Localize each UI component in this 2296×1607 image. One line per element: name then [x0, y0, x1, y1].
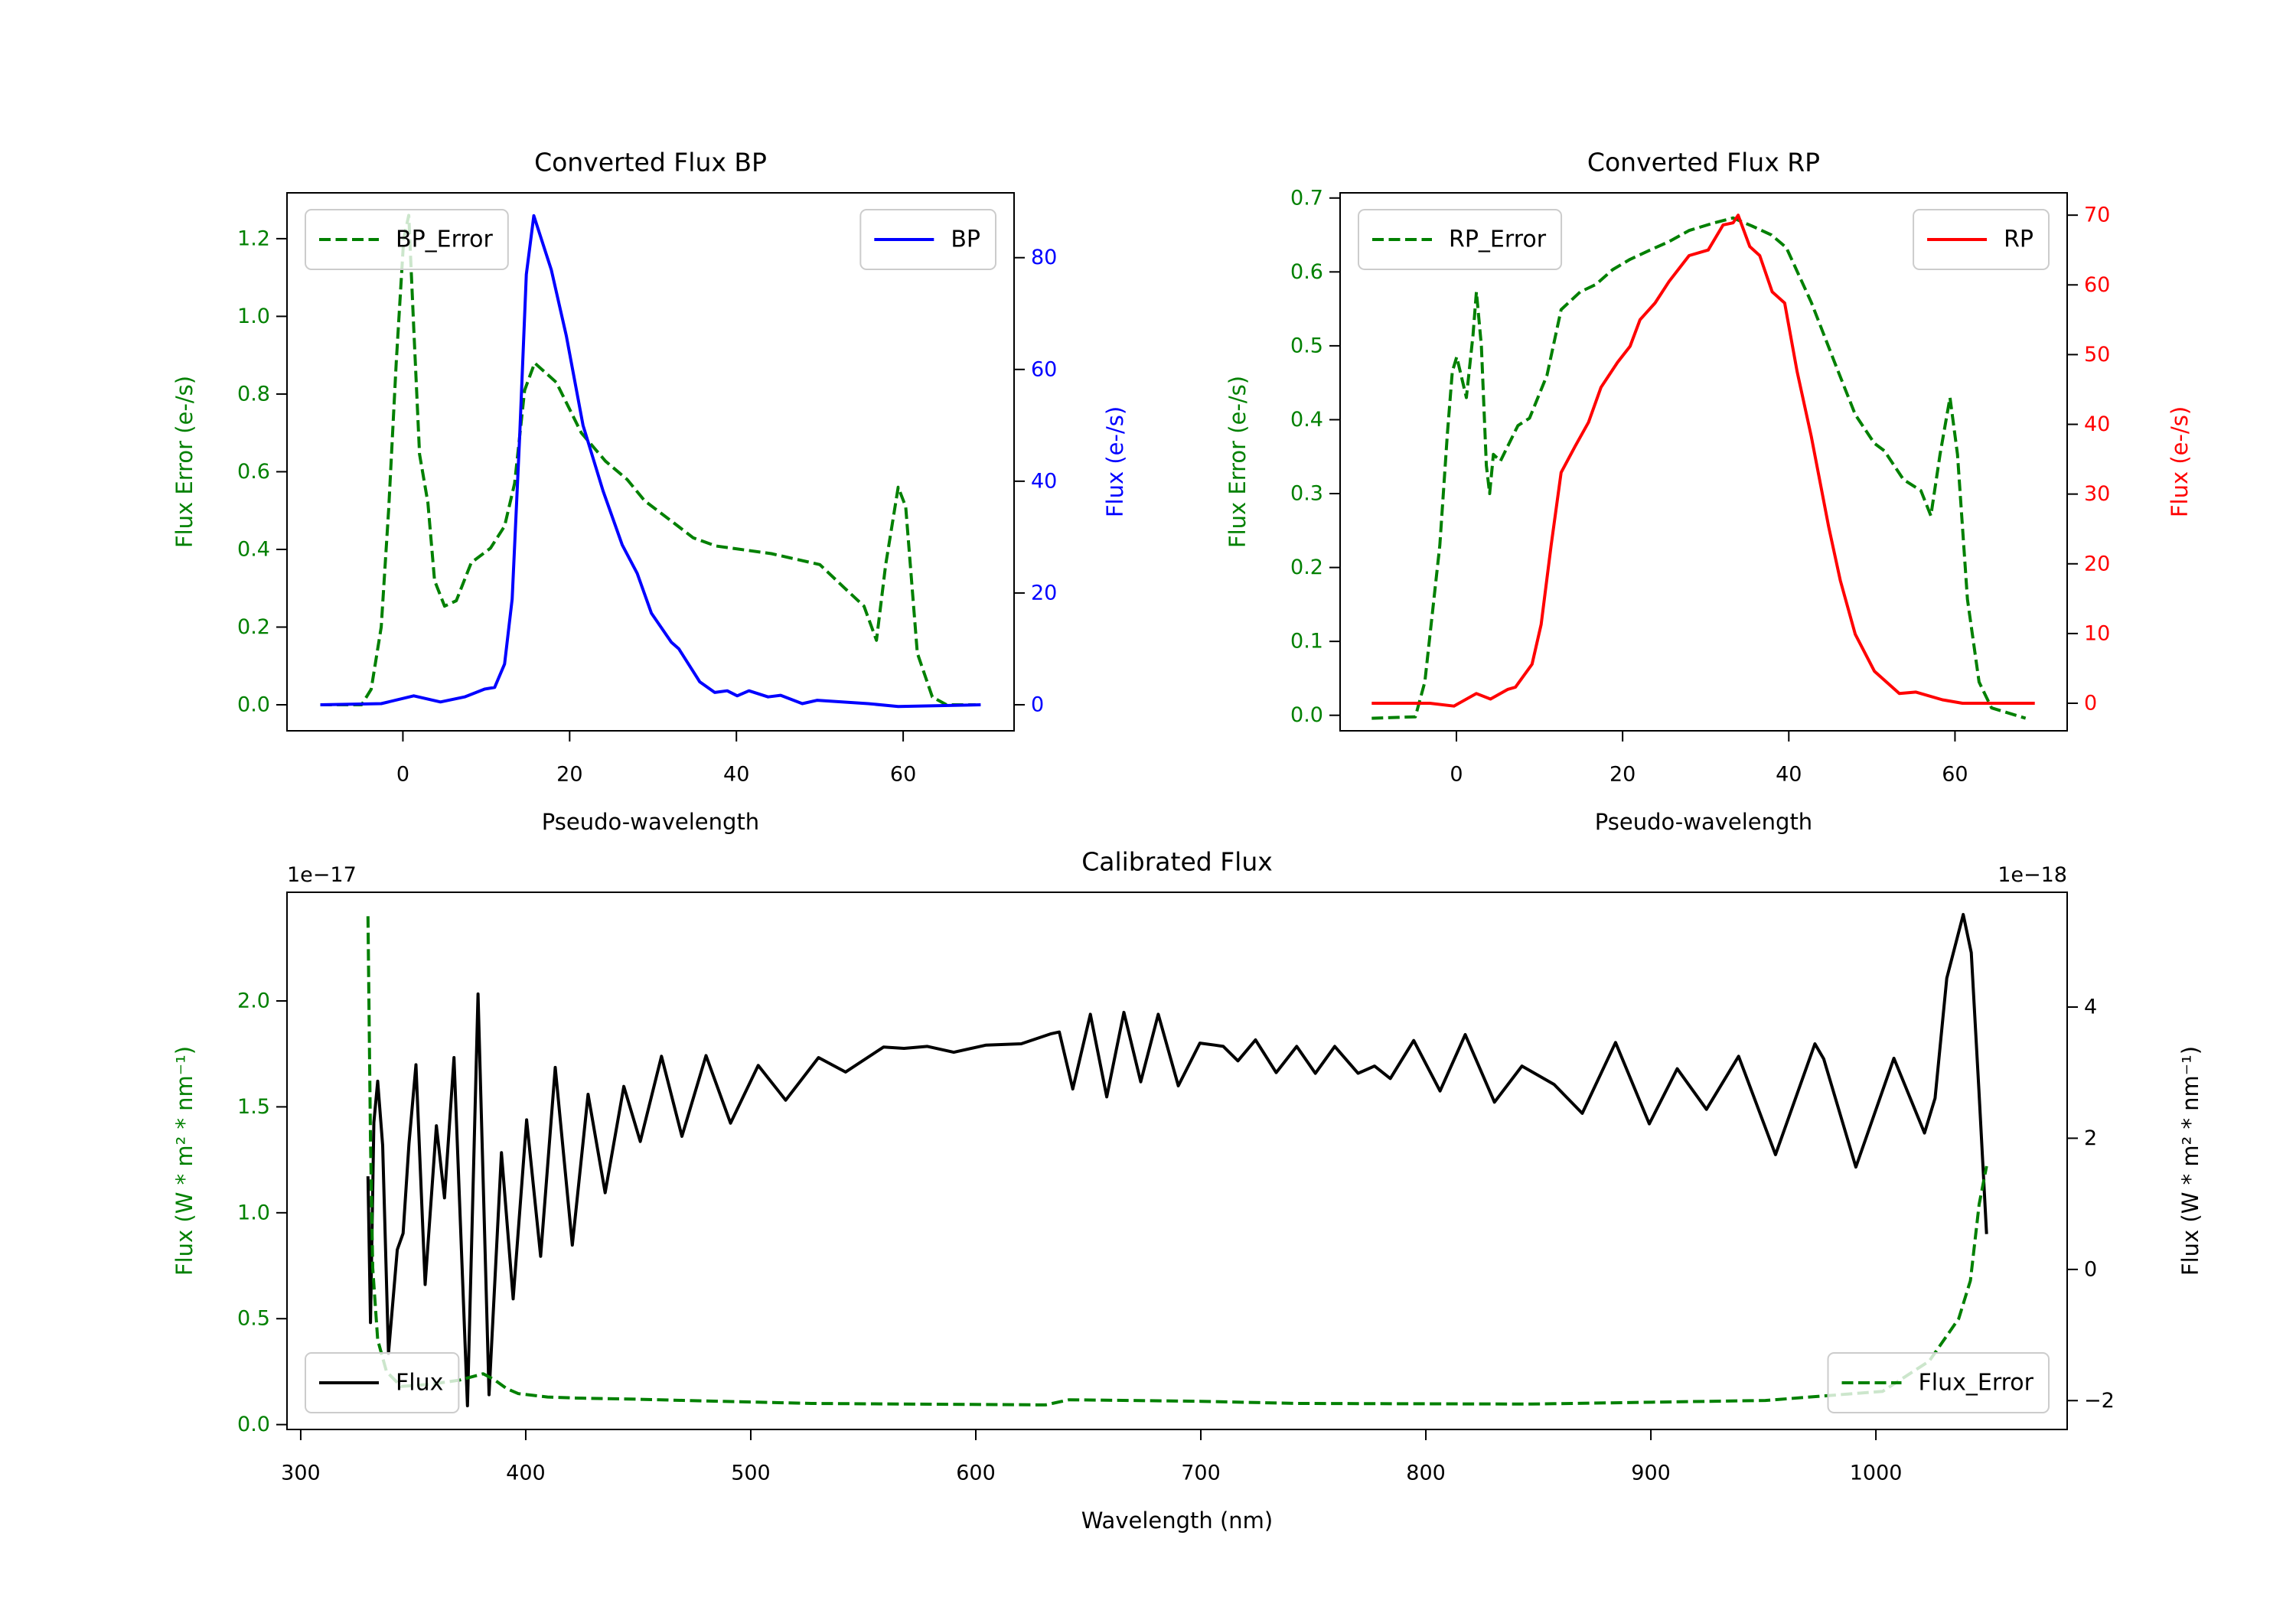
- legend-label: RP: [2004, 227, 2033, 253]
- chart-title: Calibrated Flux: [1081, 847, 1273, 877]
- y-right-axis-label: Flux (e-/s): [1102, 406, 1128, 517]
- y-right-tick-label: 0: [2084, 1257, 2097, 1281]
- legend-label: BP_Error: [396, 227, 493, 253]
- y-left-tick-label: 0.6: [1290, 260, 1323, 284]
- y-left-tick-label: 0.1: [1290, 630, 1323, 654]
- y-left-offset-text: 1e−17: [287, 863, 357, 887]
- legend-flux: Flux: [305, 1352, 460, 1413]
- legend-box: [305, 1352, 460, 1413]
- y-right-tick-label: 0: [1031, 693, 1044, 716]
- y-left-tick-label: 0.4: [237, 537, 270, 561]
- x-axis-label: Wavelength (nm): [1081, 1508, 1274, 1534]
- axes-frame: [286, 192, 1015, 732]
- legend-label: BP: [951, 227, 980, 253]
- y-left-tick-label: 0.5: [237, 1307, 270, 1331]
- x-tick-label: 0: [1450, 763, 1463, 787]
- series-group: [320, 214, 981, 709]
- x-tick-label: 300: [281, 1462, 321, 1485]
- series-line-bp-error: [320, 214, 976, 706]
- legend-box: [305, 209, 509, 270]
- x-tick-label: 60: [890, 763, 916, 787]
- series-line-rp-error: [1371, 216, 2027, 720]
- y-left-tick-label: 0.4: [1290, 408, 1323, 432]
- chart-title: Converted Flux RP: [1587, 148, 1820, 178]
- y-right-tick-label: 2: [2084, 1126, 2097, 1150]
- x-tick-label: 60: [1942, 763, 1968, 787]
- x-tick-label: 500: [731, 1462, 771, 1485]
- x-tick-label: 900: [1631, 1462, 1671, 1485]
- y-right-tick-label: 40: [1031, 469, 1057, 493]
- x-axis-label: Pseudo-wavelength: [542, 809, 759, 835]
- y-right-axis-label: Flux (e-/s): [2167, 406, 2193, 517]
- x-tick-label: 20: [1609, 763, 1636, 787]
- y-right-tick-label: 70: [2084, 204, 2110, 227]
- y-left-axis-label: Flux (W * m² * nm⁻¹): [171, 1046, 197, 1276]
- axes-frame: [1339, 192, 2068, 732]
- x-tick-label: 0: [396, 763, 409, 787]
- y-right-tick-label: 20: [1031, 581, 1057, 605]
- y-right-tick-label: 40: [2084, 412, 2110, 436]
- x-tick-label: 400: [506, 1462, 546, 1485]
- series-group: [1371, 214, 2035, 720]
- y-right-tick-label: 20: [2084, 552, 2110, 575]
- legend-box: [1358, 209, 1563, 270]
- x-tick-label: 40: [723, 763, 749, 787]
- legend-bp-error: BP_Error: [305, 209, 509, 270]
- y-left-tick-label: 2.0: [237, 989, 270, 1013]
- y-right-tick-label: −2: [2084, 1389, 2115, 1413]
- y-left-tick-label: 0.0: [237, 693, 270, 716]
- y-left-tick-label: 0.2: [1290, 556, 1323, 579]
- legend-label: Flux_Error: [1919, 1370, 2034, 1397]
- chart-title: Converted Flux BP: [534, 148, 767, 178]
- y-right-offset-text: 1e−18: [1998, 863, 2067, 887]
- series-line-rp: [1371, 214, 2035, 708]
- y-right-tick-label: 4: [2084, 996, 2097, 1019]
- legend-label: Flux: [396, 1370, 443, 1397]
- y-left-tick-label: 1.2: [237, 227, 270, 250]
- legend-rp-error: RP_Error: [1358, 209, 1563, 270]
- legend-box: [1827, 1352, 2050, 1413]
- axes-frame: [286, 892, 2068, 1430]
- y-left-tick-label: 0.6: [237, 460, 270, 484]
- legend-label: RP_Error: [1449, 227, 1547, 253]
- legend-rp: RP: [1913, 209, 2050, 270]
- y-left-tick-label: 0.5: [1290, 334, 1323, 357]
- rp-axes: 0 20 40 60 0.0 0.1 0.2 0.3 0.4 0.5 0.6 0.7 0 10 20 30 40…: [1225, 148, 2193, 836]
- y-right-tick-label: 50: [2084, 343, 2110, 367]
- y-left-tick-label: 1.0: [237, 1201, 270, 1224]
- y-left-tick-label: 0.0: [237, 1413, 270, 1436]
- y-left-tick-label: 0.3: [1290, 482, 1323, 506]
- x-tick-label: 40: [1776, 763, 1802, 787]
- legend-flux-error: Flux_Error: [1827, 1352, 2050, 1413]
- x-tick-label: 600: [956, 1462, 996, 1485]
- y-left-axis-label: Flux Error (e-/s): [1225, 376, 1251, 548]
- calibrated-axes: 300 400 500 600 700 800 900 1000 0.0 0.5 1.0 1.5 2.0…: [171, 847, 2203, 1534]
- x-axis-label: Pseudo-wavelength: [1595, 809, 1812, 835]
- y-left-tick-label: 0.2: [237, 615, 270, 639]
- x-tick-label: 800: [1406, 1462, 1446, 1485]
- y-left-tick-label: 0.7: [1290, 186, 1323, 210]
- series-line-flux: [366, 913, 1988, 1408]
- legend-bp: BP: [859, 209, 996, 270]
- bp-axes: 0 20 40 60 0.0 0.2 0.4 0.6 0.8 1.0 1.2 0 20 40 60 80 Con…: [171, 148, 1128, 836]
- x-tick-label: 700: [1181, 1462, 1221, 1485]
- y-left-tick-label: 1.0: [237, 305, 270, 328]
- y-right-tick-label: 80: [1031, 246, 1057, 269]
- y-left-tick-label: 0.8: [237, 382, 270, 406]
- y-left-axis-label: Flux Error (e-/s): [171, 376, 197, 548]
- y-right-tick-label: 0: [2084, 692, 2097, 715]
- y-right-tick-label: 10: [2084, 621, 2110, 645]
- series-line-bp: [320, 214, 981, 709]
- x-tick-label: 1000: [1850, 1462, 1903, 1485]
- y-left-tick-label: 1.5: [237, 1095, 270, 1119]
- y-right-tick-label: 60: [2084, 273, 2110, 297]
- y-right-tick-label: 30: [2084, 482, 2110, 506]
- y-right-tick-label: 60: [1031, 357, 1057, 381]
- x-tick-label: 20: [556, 763, 582, 787]
- y-right-axis-label: Flux (W * m² * nm⁻¹): [2177, 1046, 2203, 1276]
- y-left-tick-label: 0.0: [1290, 703, 1323, 727]
